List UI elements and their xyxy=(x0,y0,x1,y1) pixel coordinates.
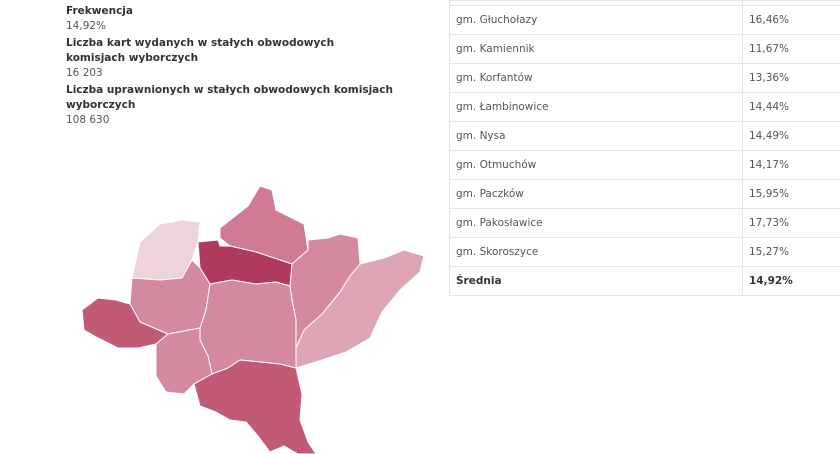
turnout-table: gm. Głuchołazy 16,46% gm. Kamiennik 11,6… xyxy=(449,0,840,296)
row-municipality: gm. Otmuchów xyxy=(449,150,743,180)
county-map-svg xyxy=(81,185,425,454)
table-row: gm. Korfantów 13,36% xyxy=(449,63,840,93)
row-turnout: 11,67% xyxy=(742,34,840,64)
row-turnout: 13,36% xyxy=(742,63,840,93)
table-row: gm. Głuchołazy 16,46% xyxy=(449,5,840,35)
turnout-summary: Frekwencja 14,92% Liczba kart wydanych w… xyxy=(66,0,396,130)
turnout-table-body: gm. Głuchołazy 16,46% gm. Kamiennik 11,6… xyxy=(449,0,840,296)
average-value: 14,92% xyxy=(742,266,840,296)
row-turnout: 16,46% xyxy=(742,5,840,35)
map-region-center[interactable] xyxy=(199,279,297,375)
row-turnout: 14,17% xyxy=(742,150,840,180)
table-row: gm. Skoroszyce 15,27% xyxy=(449,237,840,267)
county-map xyxy=(60,180,430,454)
row-municipality: gm. Skoroszyce xyxy=(449,237,743,267)
map-region-south[interactable] xyxy=(193,359,317,454)
results-table: gm. Głuchołazy 16,46% gm. Kamiennik 11,6… xyxy=(449,0,840,296)
row-municipality: gm. Łambinowice xyxy=(449,92,743,122)
row-municipality: gm. Kamiennik xyxy=(449,34,743,64)
row-turnout: 14,49% xyxy=(742,121,840,151)
table-row: gm. Kamiennik 11,67% xyxy=(449,34,840,64)
eligible-voters-value: 108 630 xyxy=(66,114,110,126)
cards-issued-label: Liczba kart wydanych w stałych obwodowyc… xyxy=(66,37,335,64)
row-municipality: gm. Pakosławice xyxy=(449,208,743,238)
table-row: gm. Otmuchów 14,17% xyxy=(449,150,840,180)
cards-issued-value: 16 203 xyxy=(66,67,103,79)
turnout-label: Frekwencja xyxy=(66,5,133,17)
row-turnout: 15,27% xyxy=(742,237,840,267)
table-row: gm. Łambinowice 14,44% xyxy=(449,92,840,122)
table-row: gm. Pakosławice 17,73% xyxy=(449,208,840,238)
row-turnout: 15,95% xyxy=(742,179,840,209)
average-label: Średnia xyxy=(449,266,743,296)
table-row: gm. Nysa 14,49% xyxy=(449,121,840,151)
map-region-ne[interactable] xyxy=(289,233,361,349)
table-row: gm. Paczków 15,95% xyxy=(449,179,840,209)
row-turnout: 17,73% xyxy=(742,208,840,238)
row-turnout: 14,44% xyxy=(742,92,840,122)
table-average-row: Średnia 14,92% xyxy=(449,266,840,296)
turnout-value: 14,92% xyxy=(66,20,107,32)
row-municipality: gm. Paczków xyxy=(449,179,743,209)
row-municipality: gm. Nysa xyxy=(449,121,743,151)
eligible-voters-label: Liczba uprawnionych w stałych obwodowych… xyxy=(66,84,393,111)
row-municipality: gm. Głuchołazy xyxy=(449,5,743,35)
row-municipality: gm. Korfantów xyxy=(449,63,743,93)
